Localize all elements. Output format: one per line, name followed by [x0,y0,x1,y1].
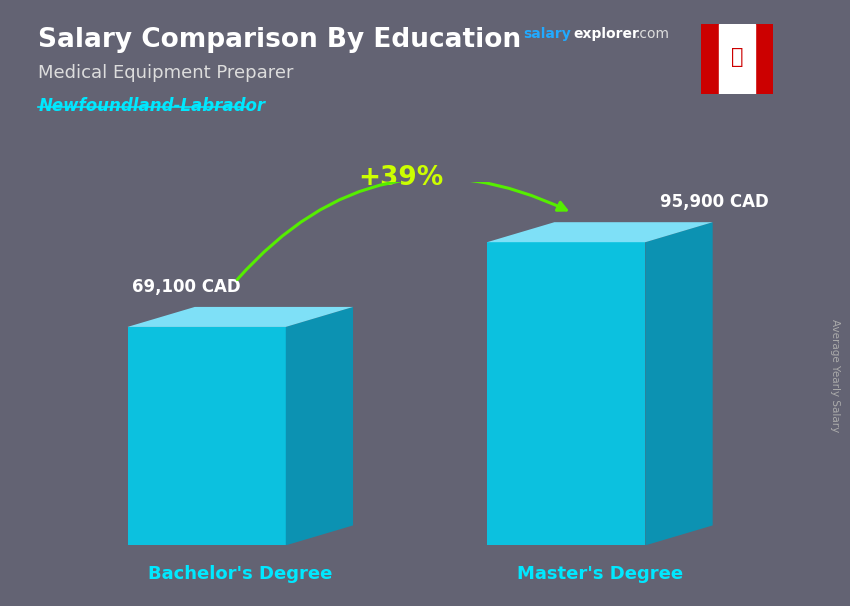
Polygon shape [286,307,353,545]
Polygon shape [487,222,712,242]
Text: 95,900 CAD: 95,900 CAD [660,193,768,211]
Text: 69,100 CAD: 69,100 CAD [132,278,241,296]
Text: salary: salary [523,27,570,41]
Bar [756,24,774,94]
Bar [719,24,756,94]
Text: Newfoundland-Labrador: Newfoundland-Labrador [38,97,265,115]
Text: 🍁: 🍁 [731,47,744,67]
Polygon shape [128,327,286,545]
Text: Average Yearly Salary: Average Yearly Salary [830,319,840,432]
Polygon shape [487,242,645,545]
Text: Medical Equipment Preparer: Medical Equipment Preparer [38,64,294,82]
Text: Bachelor's Degree: Bachelor's Degree [148,565,332,584]
Text: +39%: +39% [358,165,444,191]
Bar [701,24,719,94]
FancyArrowPatch shape [237,178,566,279]
Polygon shape [128,307,353,327]
Text: Salary Comparison By Education: Salary Comparison By Education [38,27,521,53]
Polygon shape [645,222,712,545]
Text: explorer: explorer [574,27,639,41]
Text: .com: .com [636,27,670,41]
Text: Master's Degree: Master's Degree [517,565,683,584]
